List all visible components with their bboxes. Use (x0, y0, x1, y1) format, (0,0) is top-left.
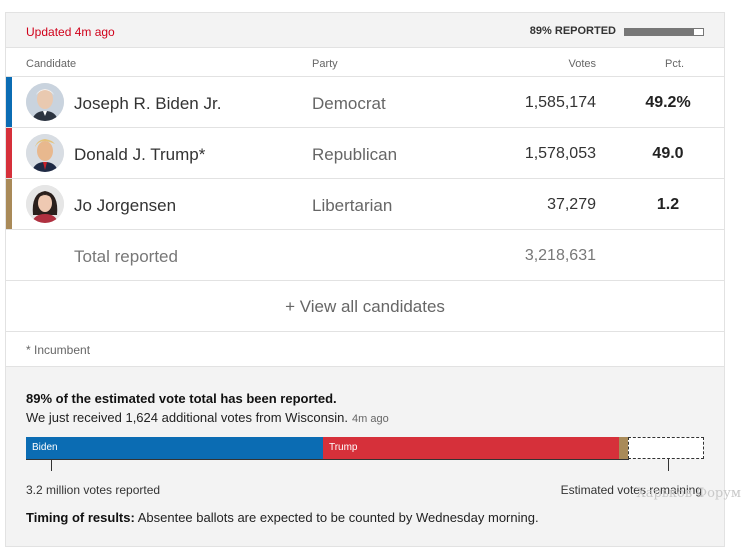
vote-bar-segment (619, 437, 629, 459)
vote-bar-segment: Biden (26, 437, 323, 459)
avatar (26, 83, 64, 121)
vote-share-bar: Biden Trump (26, 437, 704, 459)
header-candidate: Candidate (26, 58, 77, 70)
party-color-stripe (6, 179, 12, 229)
candidate-name: Joseph R. Biden Jr. (74, 94, 222, 113)
vote-bar-segment-label: Biden (32, 442, 58, 453)
incumbent-footnote: * Incumbent (26, 343, 91, 357)
candidate-party: Libertarian (312, 196, 393, 215)
votes-reported-note: 3.2 million votes reported (26, 483, 161, 497)
table-row: Jo Jorgensen Libertarian 37,279 1.2 (6, 179, 724, 230)
table-header: Candidate Party Votes Pct. (6, 48, 724, 77)
candidate-name: Jo Jorgensen (74, 196, 177, 215)
timing-label: Timing of results: (26, 510, 135, 525)
timing-text: Absentee ballots are expected to be coun… (134, 510, 539, 525)
party-color-stripe (6, 77, 12, 127)
total-row: Total reported 3,218,631 (6, 230, 724, 281)
avatar (26, 134, 64, 172)
candidate-pct: 49.2% (645, 94, 691, 111)
party-color-stripe (6, 128, 12, 178)
header-pct: Pct. (665, 58, 684, 70)
reporting-summary: 89% of the estimated vote total has been… (6, 366, 724, 546)
summary-subline-text: We just received 1,624 additional votes … (26, 410, 349, 425)
candidate-votes: 1,585,174 (524, 94, 596, 111)
candidate-name: Donald J. Trump* (74, 145, 206, 164)
avatar (26, 185, 64, 223)
votes-remaining-note: Estimated votes remaining (560, 483, 702, 497)
timing-of-results: Timing of results: Absentee ballots are … (26, 510, 539, 525)
results-card: Updated 4m ago 89% REPORTED Candidate Pa… (5, 12, 725, 547)
view-all-candidates-button[interactable]: + View all candidates (6, 281, 724, 332)
summary-headline: 89% of the estimated vote total has been… (26, 391, 337, 406)
candidate-party: Republican (312, 145, 398, 164)
vote-bar-segment-label: Trump (328, 442, 358, 453)
summary-subline: We just received 1,624 additional votes … (26, 410, 389, 425)
header-party: Party (312, 58, 338, 70)
reported-progress-fill (625, 29, 695, 35)
summary-subline-timestamp: 4m ago (352, 413, 389, 425)
candidate-pct: 1.2 (656, 196, 680, 213)
total-label: Total reported (74, 247, 178, 266)
header-votes: Votes (568, 58, 596, 70)
table-row: Donald J. Trump* Republican 1,578,053 49… (6, 128, 724, 179)
candidate-party: Democrat (312, 94, 386, 113)
status-bar: Updated 4m ago 89% REPORTED (6, 13, 724, 48)
reported-percent-label: 89% REPORTED (529, 25, 616, 37)
remaining-tick (668, 459, 669, 471)
total-votes: 3,218,631 (524, 247, 596, 264)
candidate-pct: 49.0 (652, 145, 684, 162)
reported-progress-bar (624, 28, 704, 36)
vote-bar-segment: Trump (322, 437, 620, 459)
updated-timestamp: Updated 4m ago (26, 25, 115, 39)
vote-bar-remaining (628, 437, 704, 459)
candidate-votes: 37,279 (547, 196, 596, 213)
reported-tick (51, 459, 52, 471)
candidate-votes: 1,578,053 (524, 145, 596, 162)
vote-bar-baseline (26, 459, 629, 460)
watermark: Харьков Форум (636, 486, 741, 501)
table-row: Joseph R. Biden Jr. Democrat 1,585,174 4… (6, 77, 724, 128)
